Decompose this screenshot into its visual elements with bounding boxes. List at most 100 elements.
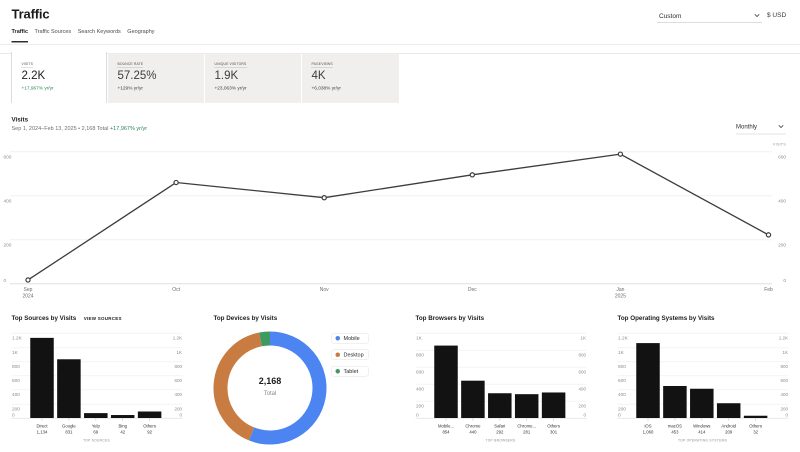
granularity-select[interactable]: Monthly [736, 119, 786, 135]
bar-google[interactable] [57, 359, 81, 418]
bar-yelp[interactable] [84, 413, 108, 418]
data-point-oct[interactable] [173, 179, 179, 186]
donut-total-value: 2,168 [259, 376, 282, 386]
kpi-pageviews[interactable]: PAGEVIEWS 4K +6,038% yr/yr [302, 53, 399, 103]
bar-android[interactable] [716, 403, 741, 418]
visits-date-range: Sep 1, 2024–Feb 13, 2025 • 2,168 Total +… [12, 126, 148, 132]
browsers-panel-header: Top Browsers by Visits [416, 315, 485, 322]
bar-others[interactable] [743, 415, 768, 418]
pie-segment-mobile[interactable] [248, 331, 327, 445]
bar-chrome[interactable] [461, 380, 485, 418]
bar-others[interactable] [541, 392, 566, 418]
legend-item-tablet[interactable]: Tablet [331, 366, 369, 377]
tab-traffic-sources[interactable]: Traffic Sources [34, 28, 72, 35]
y-axis-tick-left: 0 [618, 412, 621, 418]
currency-label[interactable]: $ USD [767, 11, 787, 19]
bar-value-label: 831 [65, 429, 73, 434]
pie-segment-tablet[interactable] [259, 331, 271, 347]
kpi-pageviews-value: 4K [311, 68, 326, 82]
y-axis-tick-left: 0 [4, 278, 7, 284]
y-axis-tick-left: 1K [416, 335, 423, 341]
y-axis-tick-right: 800 [780, 364, 788, 369]
y-axis-tick-right: 600 [578, 369, 586, 374]
pie-segment-desktop[interactable] [213, 332, 263, 441]
tab-geography[interactable]: Geography [127, 28, 155, 35]
tab-traffic[interactable]: Traffic [11, 29, 29, 43]
kpi-visits[interactable]: VISITS 2.2K +17,967% yr/yr [11, 52, 107, 103]
bar-category-label: Bing [118, 424, 127, 429]
visits-section-title: Visits [11, 116, 29, 123]
y-axis-tick-right: 1K [176, 350, 182, 355]
data-point-dec[interactable] [469, 172, 475, 178]
bar-others[interactable] [137, 411, 162, 418]
bar-direct[interactable] [30, 337, 54, 418]
y-axis-tick-right: 200 [780, 406, 788, 411]
data-point-jan[interactable] [617, 151, 624, 157]
bar-category-label: Chrome... [517, 424, 536, 429]
os-panel-header: Top Operating Systems by Visits [618, 315, 715, 322]
devices-donut-chart[interactable]: 2,168 Total [213, 328, 385, 448]
view-sources-link[interactable]: VIEW SOURCES [83, 316, 122, 321]
y-axis-tick-left: 800 [12, 364, 20, 370]
chevron-down-icon [754, 13, 760, 18]
y-axis-tick-left: 600 [416, 369, 424, 375]
visits-line-series[interactable] [27, 153, 769, 281]
bar-category-label: Safari [494, 424, 505, 429]
kpi-bounce-rate[interactable]: BOUNCE RATE 57.25% +129% yr/yr [108, 53, 204, 103]
y-axis-tick-right: 0 [583, 412, 586, 417]
y-axis-tick-left: 800 [618, 364, 626, 370]
x-axis-label: Dec [468, 287, 477, 293]
data-point-nov[interactable] [321, 195, 327, 201]
bar-value-label: 32 [753, 429, 758, 434]
y-axis-tick-left: 400 [416, 386, 424, 392]
y-axis-tick-right: 1K [782, 350, 788, 355]
bar-windows[interactable] [690, 388, 714, 418]
y-axis-tick-left: 1K [12, 350, 19, 356]
y-axis-tick-left: 600 [618, 378, 626, 384]
y-axis-tick-left: 400 [12, 392, 20, 398]
bar-category-label: Mobile... [438, 424, 454, 429]
legend-label: Tablet [343, 368, 359, 375]
bar-category-label: iOS [644, 424, 651, 429]
y-axis-tick-left: 200 [618, 406, 626, 412]
legend-label: Mobile [343, 335, 360, 342]
bar-ios[interactable] [636, 343, 660, 418]
bar-safari[interactable] [488, 393, 512, 418]
data-point-feb[interactable] [765, 232, 772, 238]
bar-mobile-[interactable] [434, 345, 458, 418]
legend-item-desktop[interactable]: Desktop [331, 349, 369, 361]
bar-category-label: Direct [36, 424, 48, 429]
x-axis-label: Sep [24, 287, 33, 293]
date-range-select[interactable]: Custom [657, 9, 762, 23]
bar-bing[interactable] [110, 415, 135, 418]
data-point-sep[interactable] [25, 277, 31, 283]
x-axis-label: Feb [764, 287, 773, 293]
y-axis-tick-left: 0 [416, 412, 419, 418]
bar-chrome-[interactable] [514, 394, 539, 418]
bar-macos[interactable] [663, 385, 687, 418]
tab-search-keywords[interactable]: Search Keywords [77, 28, 121, 35]
kpi-visits-label: VISITS [21, 62, 34, 68]
browsers-panel-title: Top Browsers by Visits [415, 314, 485, 322]
tab-bar: Traffic Traffic Sources Search Keywords … [11, 28, 155, 43]
bar-category-label: Windows [693, 424, 710, 429]
y-axis-tick-right: 400 [778, 198, 786, 204]
legend-item-mobile[interactable]: Mobile [331, 333, 369, 344]
date-range-value: Custom [659, 11, 682, 20]
browsers-bar-chart[interactable]: 0 0 200 200 400 400 600 600 800 800 1K 1K Mobile...8… [415, 328, 587, 446]
bar-value-label: 69 [93, 429, 98, 434]
page-title: Traffic [11, 6, 50, 22]
kpi-bounce-rate-delta: +129% yr/yr [117, 85, 143, 92]
bar-value-label: 414 [698, 429, 706, 434]
visits-range-text: Sep 1, 2024–Feb 13, 2025 • 2,168 Total [11, 125, 109, 132]
y-axis-tick-left: 400 [4, 198, 12, 204]
legend-dot-desktop [335, 352, 340, 358]
bar-value-label: 281 [523, 429, 531, 434]
kpi-bounce-rate-value: 57.25% [117, 68, 157, 82]
bar-category-label: macOS [668, 424, 682, 429]
kpi-unique-visitors[interactable]: UNIQUE VISITORS 1.9K +23,063% yr/yr [205, 53, 301, 103]
